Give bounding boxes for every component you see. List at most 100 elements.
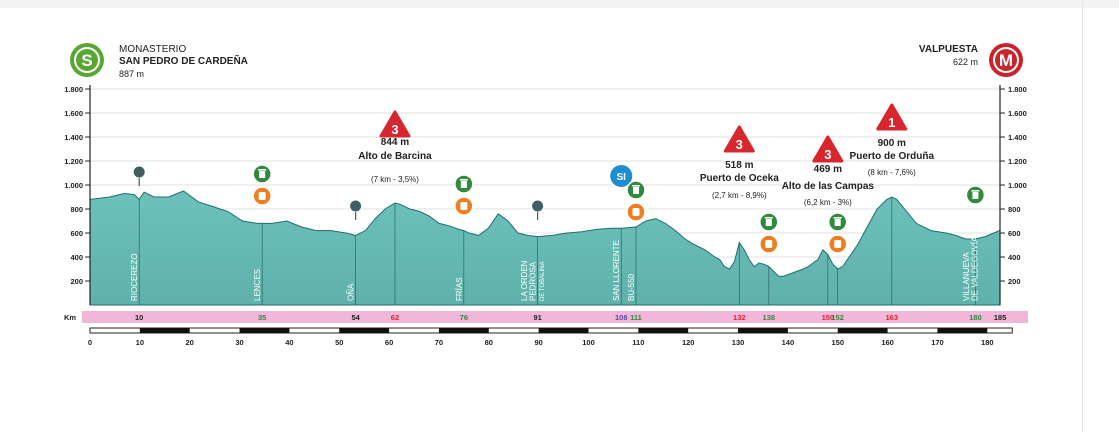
x-tick-label: 50 (335, 338, 343, 347)
place-label: LA ORDEN (520, 260, 529, 301)
bin-lid-glyph (459, 179, 468, 181)
bin-glyph (972, 192, 979, 199)
x-tick-label: 130 (732, 338, 745, 347)
place-label: DE VALDEGOVÍA (971, 236, 980, 301)
bin-glyph (460, 181, 467, 188)
km-label: 163 (886, 313, 899, 322)
bin-lid-glyph (258, 169, 267, 171)
finish-badge-letter: M (999, 51, 1013, 70)
km-label: 76 (460, 313, 468, 322)
km-label: 91 (533, 313, 541, 322)
climb-category: 3 (736, 137, 743, 152)
climb-category-icon (723, 125, 755, 153)
km-label: 150 (822, 313, 835, 322)
km-band-label: Km (64, 313, 76, 322)
scale-bar-segment (638, 328, 689, 333)
km-label: 10 (135, 313, 143, 322)
scale-bar-segment (837, 328, 888, 333)
climb-elevation: 469 m (814, 164, 842, 175)
y-tick-label-right: 1.400 (1008, 133, 1027, 142)
y-tick-label-left: 1.000 (64, 181, 83, 190)
climb-detail: (2,7 km - 8,9%) (712, 191, 767, 200)
km-label: 54 (351, 313, 360, 322)
climb-elevation: 518 m (725, 160, 753, 171)
y-tick-label-right: 200 (1008, 277, 1021, 286)
bin-glyph (259, 171, 266, 178)
feed-bag-glyph (460, 202, 468, 210)
start-badge-letter: S (81, 51, 92, 70)
finish-elevation: 622 m (953, 57, 978, 67)
x-tick-label: 40 (285, 338, 293, 347)
x-tick-label: 100 (582, 338, 595, 347)
x-tick-label: 20 (186, 338, 194, 347)
km-label: 108 (615, 313, 628, 322)
feed-bag-glyph (632, 208, 640, 216)
km-label: 152 (831, 313, 844, 322)
climb-category-icon (379, 110, 411, 138)
climb-category: 3 (391, 122, 398, 137)
km-label: 138 (763, 313, 776, 322)
x-tick-label: 70 (435, 338, 443, 347)
y-tick-label-left: 1.400 (64, 133, 83, 142)
start-badge-core (76, 49, 98, 71)
y-tick-label-right: 1.800 (1008, 85, 1027, 94)
y-tick-label-left: 600 (70, 229, 83, 238)
km-label: 35 (258, 313, 266, 322)
climb-name: Alto de Barcina (358, 151, 432, 162)
place-label: DE TOBALINA (540, 262, 546, 301)
finish-badge-core (995, 49, 1017, 71)
place-label: PEDROSA (529, 261, 538, 301)
climb-elevation: 844 m (381, 137, 409, 148)
y-tick-label-right: 400 (1008, 253, 1021, 262)
climb-detail: (6,2 km - 3%) (804, 198, 852, 207)
place-label: SAN LLORENTE (612, 240, 621, 301)
location-pin-icon (531, 199, 545, 213)
climb-elevation: 900 m (878, 138, 906, 149)
bin-lid-glyph (764, 217, 773, 219)
y-tick-label-left: 1.800 (64, 85, 83, 94)
x-tick-label: 140 (782, 338, 795, 347)
climb-category: 3 (824, 147, 831, 162)
place-label: OÑA (347, 283, 356, 301)
climb-category-icon (876, 103, 908, 131)
place-label: BU-550 (627, 273, 636, 301)
y-tick-label-left: 400 (70, 253, 83, 262)
page-edge (1082, 0, 1083, 432)
x-tick-label: 90 (534, 338, 542, 347)
feed-bag-glyph (765, 240, 773, 248)
scale-bar-segment (139, 328, 190, 333)
place-label: LENCES (253, 269, 262, 301)
start-elevation: 887 m (119, 69, 144, 79)
bin-lid-glyph (833, 217, 842, 219)
sprint-icon (608, 163, 635, 189)
bin-glyph (834, 219, 841, 226)
y-tick-label-left: 1.200 (64, 157, 83, 166)
km-label: 185 (994, 313, 1007, 322)
x-tick-label: 30 (235, 338, 243, 347)
x-tick-label: 110 (632, 338, 644, 347)
climb-name: Puerto de Orduña (850, 151, 935, 162)
y-tick-label-right: 1.600 (1008, 109, 1027, 118)
finish-line1: VALPUESTA (919, 44, 978, 55)
y-tick-label-right: 1.200 (1008, 157, 1027, 166)
x-tick-label: 160 (881, 338, 894, 347)
scale-bar-segment (738, 328, 788, 333)
scale-bar-segment (339, 328, 390, 333)
x-tick-label: 170 (931, 338, 944, 347)
x-tick-label: 60 (385, 338, 393, 347)
climb-name: Puerto de Oceka (700, 173, 779, 184)
location-pin-icon (132, 165, 146, 179)
start-line1: MONASTERIO (119, 44, 186, 55)
place-label: FRÍAS (455, 277, 464, 301)
climb-detail: (7 km - 3,5%) (371, 175, 419, 184)
km-label: 62 (391, 313, 399, 322)
place-label: VILLANUEVA (962, 252, 971, 301)
feed-bag-glyph (258, 192, 266, 200)
x-tick-label: 0 (88, 338, 92, 347)
start-line2: SAN PEDRO DE CARDEÑA (119, 54, 248, 67)
y-tick-label-right: 1.000 (1008, 181, 1027, 190)
climb-detail: (8 km - 7,6%) (868, 168, 916, 177)
y-tick-label-left: 200 (70, 277, 83, 286)
sprint-label: SI (617, 172, 627, 183)
y-tick-label-left: 800 (70, 205, 83, 214)
